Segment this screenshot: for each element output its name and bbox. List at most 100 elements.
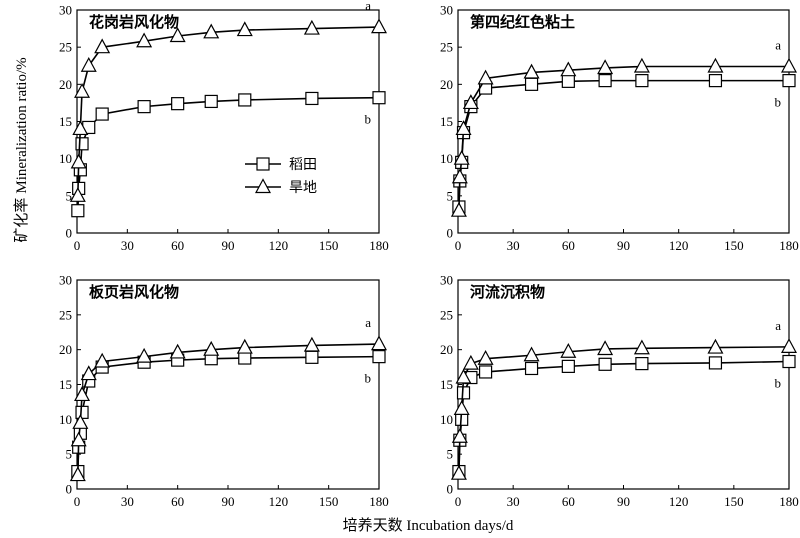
data-point-triangle xyxy=(303,19,320,35)
x-tick-label: 30 xyxy=(121,494,134,509)
x-tick-label: 90 xyxy=(222,238,235,253)
data-point-square xyxy=(598,74,612,88)
data-point-square xyxy=(598,357,612,371)
x-tick-label: 120 xyxy=(269,494,289,509)
legend-label: 旱地 xyxy=(289,180,317,196)
series-line xyxy=(77,355,380,472)
data-point-triangle xyxy=(462,354,479,370)
y-tick-label: 25 xyxy=(440,40,453,55)
x-tick-label: 60 xyxy=(171,494,184,509)
y-tick-label: 10 xyxy=(440,151,453,166)
x-tick-label: 120 xyxy=(269,238,289,253)
y-tick-label: 5 xyxy=(66,447,73,462)
y-tick-label: 25 xyxy=(59,307,72,322)
series-triangle: a xyxy=(69,315,388,482)
data-point-square xyxy=(635,357,649,371)
series-line xyxy=(77,26,380,196)
data-point-triangle xyxy=(80,56,97,72)
data-point-triangle xyxy=(450,201,467,217)
data-point-square xyxy=(782,354,796,369)
x-tick-label: 0 xyxy=(74,494,81,509)
y-tick-label: 0 xyxy=(447,226,454,241)
data-point-triangle xyxy=(370,335,388,351)
data-point-triangle xyxy=(560,61,577,77)
y-tick-label: 10 xyxy=(59,151,72,166)
data-point-triangle xyxy=(451,168,468,184)
y-tick-label: 20 xyxy=(440,77,453,92)
data-point-triangle xyxy=(780,57,798,73)
data-point-triangle xyxy=(74,83,91,98)
y-tick-label: 5 xyxy=(447,188,454,203)
data-point-triangle xyxy=(523,63,540,79)
y-tick-label: 20 xyxy=(59,342,72,357)
x-tick-label: 150 xyxy=(319,494,339,509)
series-line xyxy=(458,79,789,208)
y-tick-label: 15 xyxy=(59,114,72,129)
data-point-triangle xyxy=(455,368,472,384)
significance-label: a xyxy=(775,318,781,333)
data-point-square xyxy=(372,350,386,364)
data-point-triangle xyxy=(370,18,388,34)
data-point-square xyxy=(204,94,218,109)
x-axis-label: 培养天数 Incubation days/d xyxy=(343,517,514,534)
x-tick-label: 30 xyxy=(121,238,134,253)
y-tick-label: 0 xyxy=(66,226,73,241)
plot-frame xyxy=(76,9,380,234)
panel-3: 0 5 10 15 20 25 30 0 30 60 90 120 150 180 板页岩风化物 b a xyxy=(59,273,389,510)
data-point-triangle xyxy=(633,57,650,73)
data-point-triangle xyxy=(780,338,798,353)
series-line xyxy=(77,96,380,211)
data-point-triangle xyxy=(69,466,86,482)
data-point-square xyxy=(524,361,539,376)
y-tick-label: 25 xyxy=(440,307,453,322)
data-point-triangle xyxy=(72,414,89,429)
y-tick-label: 5 xyxy=(447,447,454,462)
x-tick-label: 180 xyxy=(369,494,389,509)
data-point-triangle xyxy=(597,340,614,356)
series-triangle: a xyxy=(69,0,388,202)
data-point-square xyxy=(635,74,649,88)
x-tick-label: 150 xyxy=(724,494,744,509)
y-tick-label: 0 xyxy=(66,482,73,497)
data-point-square xyxy=(561,74,575,88)
y-tick-label: 20 xyxy=(440,342,453,357)
series-square: b xyxy=(71,91,386,218)
data-point-triangle xyxy=(453,400,470,415)
series-square: b xyxy=(452,354,796,479)
x-tick-label: 90 xyxy=(222,494,235,509)
data-point-triangle xyxy=(477,69,494,85)
data-point-triangle xyxy=(236,338,253,354)
x-tick-label: 120 xyxy=(669,494,689,509)
data-point-square xyxy=(305,91,319,106)
significance-label: b xyxy=(365,112,372,127)
data-point-triangle xyxy=(707,338,724,354)
data-point-triangle xyxy=(203,340,220,356)
data-point-triangle xyxy=(70,431,87,447)
x-tick-label: 0 xyxy=(455,494,462,509)
series-line xyxy=(77,343,380,476)
y-axis-label-en: Mineralization ratio/% xyxy=(14,57,30,193)
significance-label: b xyxy=(775,376,782,391)
data-point-triangle xyxy=(74,386,91,402)
data-point-triangle xyxy=(523,346,540,362)
series-line xyxy=(458,65,789,211)
y-tick-label: 10 xyxy=(440,412,453,427)
y-tick-label: 15 xyxy=(59,377,72,392)
legend-marker-square xyxy=(256,157,270,171)
data-point-triangle xyxy=(477,349,494,365)
data-point-square xyxy=(238,93,252,107)
x-tick-label: 90 xyxy=(617,494,630,509)
plot-frame xyxy=(457,9,790,234)
y-tick-label: 10 xyxy=(59,412,72,427)
data-point-triangle xyxy=(69,187,86,202)
data-point-square xyxy=(782,74,796,88)
y-axis-label-cn: 矿化率 xyxy=(13,198,30,243)
data-point-square xyxy=(95,107,109,121)
data-point-triangle xyxy=(707,57,724,73)
data-point-square xyxy=(478,365,493,379)
y-tick-label: 15 xyxy=(440,377,453,392)
legend-label: 稻田 xyxy=(289,157,317,173)
significance-label: a xyxy=(365,0,371,13)
